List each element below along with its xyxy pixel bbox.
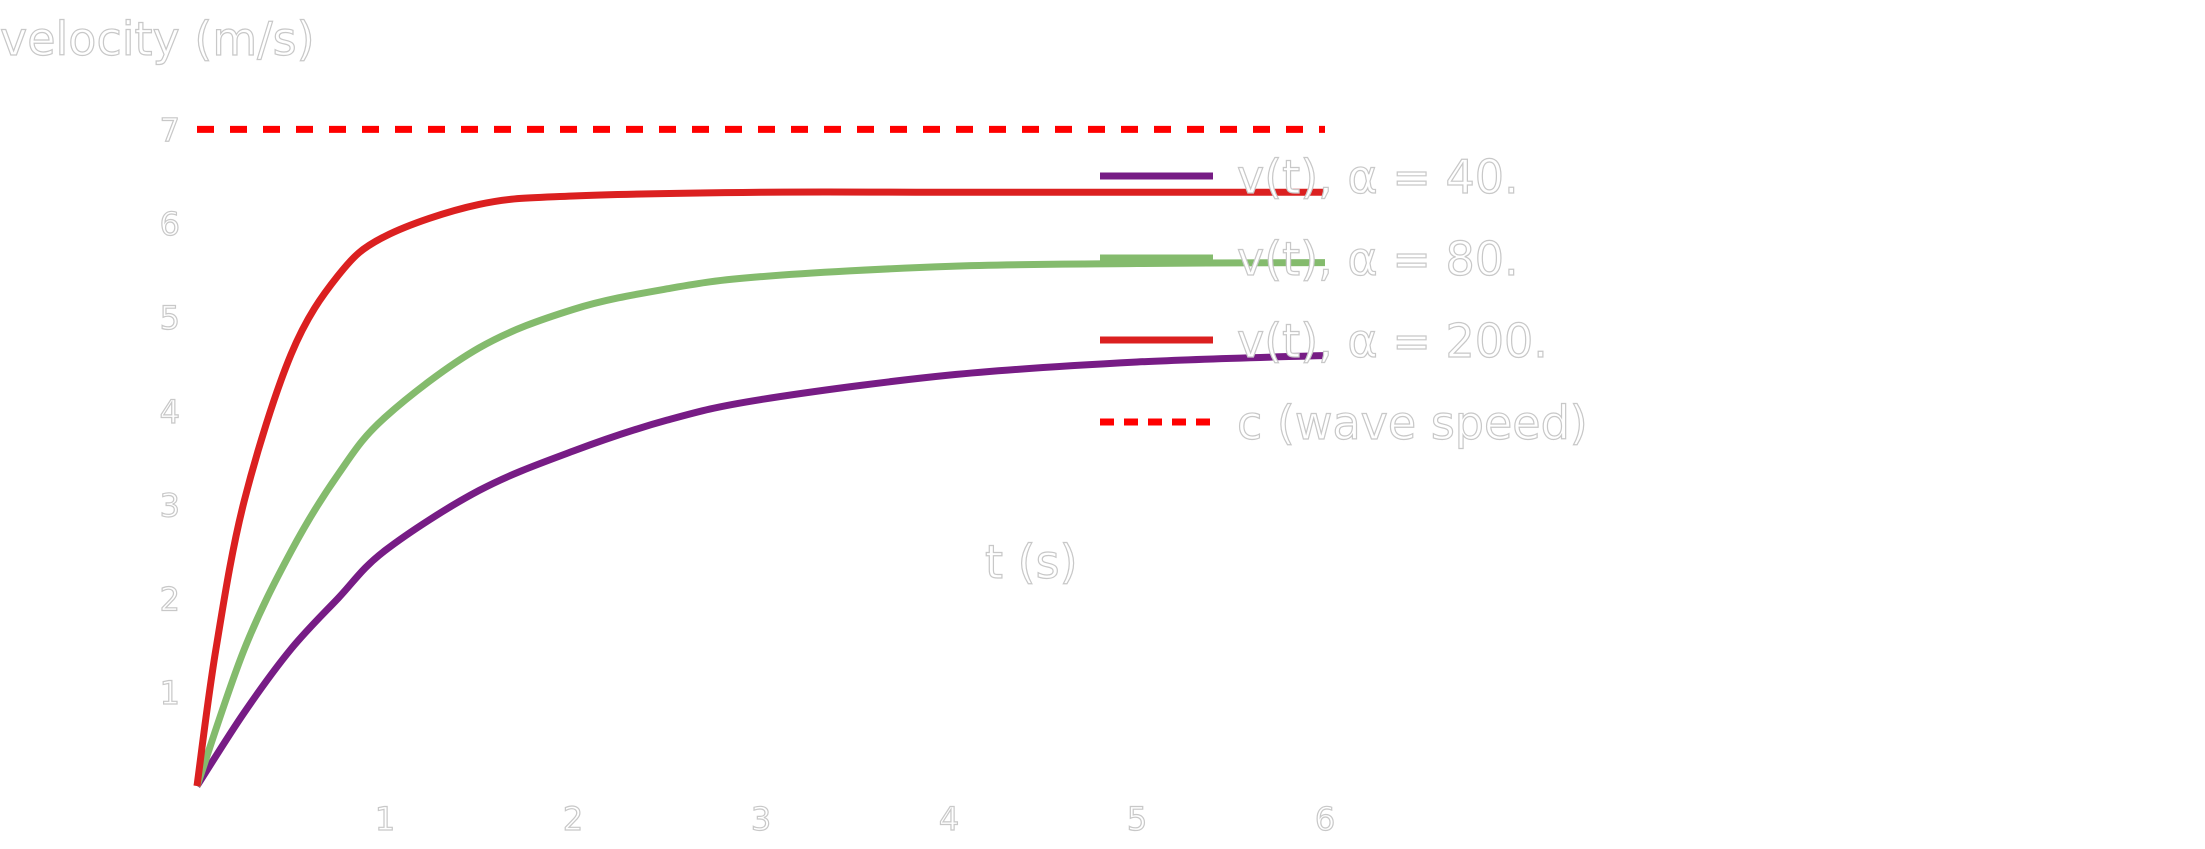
y-tick-label: 3 [160,487,180,525]
series-line-1 [193,259,1326,788]
series-line-2 [193,188,1325,787]
y-tick-label: 5 [160,299,180,337]
x-axis-label: t (s) [985,535,1078,589]
x-tick-label: 1 [375,800,395,838]
x-tick-label: 5 [1127,800,1147,838]
legend-label: v(t), α = 200. [1237,314,1548,368]
y-axis-label: velocity (m/s) [0,12,315,66]
y-tick-label: 4 [160,393,180,431]
y-tick-label: 2 [160,580,180,618]
x-tick-label: 6 [1315,800,1335,838]
legend-label: c (wave speed) [1237,396,1588,450]
x-tick-label: 2 [563,800,583,838]
series-line-0 [194,351,1326,788]
legend-label: v(t), α = 80. [1237,232,1519,286]
x-tick-label: 4 [939,800,959,838]
legend-label: v(t), α = 40. [1237,150,1519,204]
y-tick-label: 6 [160,205,180,243]
x-tick-label: 3 [751,800,771,838]
y-tick-label: 7 [160,111,180,149]
y-tick-label: 1 [160,674,180,712]
